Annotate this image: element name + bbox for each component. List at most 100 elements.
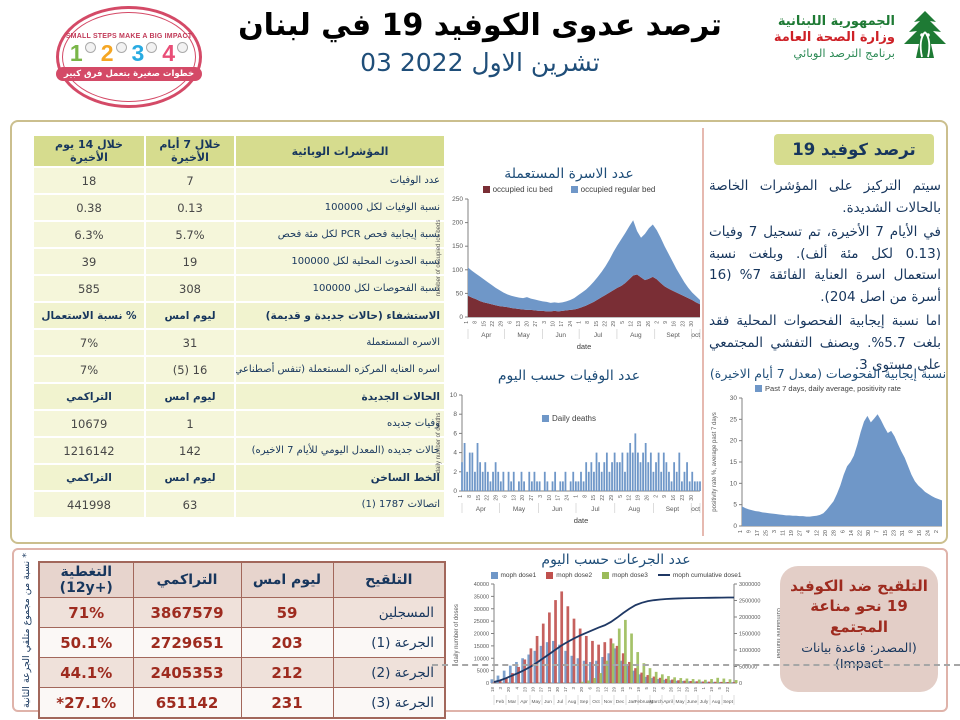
legend-label: Daily deaths <box>551 413 597 423</box>
svg-text:Aug: Aug <box>630 332 642 339</box>
positivity-chart-svg: 0 5 10 15 20 25 30 positivity rate %, average p… <box>712 395 942 536</box>
vaccination-table: التلقيح ليوم امس التراكمي التغطية (+12y)… <box>38 561 446 719</box>
summary-paragraph: اما نسبة إيجابية الفحصوات المحلية فقد بل… <box>709 313 941 373</box>
svg-text:13: 13 <box>511 495 517 501</box>
legend-label: moph cumulative dose1 <box>672 571 742 579</box>
svg-text:4: 4 <box>806 530 812 533</box>
svg-text:Apr: Apr <box>481 332 492 339</box>
svg-text:Sept: Sept <box>666 506 680 513</box>
vax-col-coverage: التغطية (+12y) <box>38 561 134 598</box>
svg-text:29: 29 <box>499 321 505 327</box>
svg-text:Sept: Sept <box>723 699 734 705</box>
svg-text:10: 10 <box>450 392 458 399</box>
svg-text:25000: 25000 <box>474 619 489 625</box>
svg-text:5: 5 <box>620 321 626 324</box>
vax-row-value: 59 <box>240 597 334 628</box>
epi-header-row: المؤشرات الوبائية خلال 7 أيام الأخيرة خل… <box>32 134 446 168</box>
svg-text:June: June <box>687 699 698 705</box>
svg-text:150: 150 <box>452 243 463 250</box>
svg-text:15: 15 <box>620 687 625 693</box>
svg-text:5: 5 <box>733 502 737 509</box>
svg-text:22: 22 <box>600 495 606 501</box>
epi-indicator-value: التراكمي <box>32 382 146 411</box>
svg-text:8: 8 <box>660 687 665 690</box>
svg-text:12: 12 <box>604 687 609 693</box>
svg-text:6: 6 <box>453 430 457 437</box>
svg-text:19: 19 <box>637 321 643 327</box>
svg-text:12: 12 <box>815 530 821 536</box>
svg-text:0: 0 <box>739 681 742 687</box>
vaccination-message-source: (المصدر: قاعدة بيانات Impact) <box>801 639 917 671</box>
epi-indicator-value: 31 <box>144 328 236 357</box>
daily-doses-chart: عدد الجرعات حسب اليوم moph dose1 moph dos… <box>450 552 782 713</box>
svg-text:8: 8 <box>473 321 479 324</box>
legend-label: Past 7 days, daily average, positivity r… <box>765 383 901 393</box>
svg-text:15: 15 <box>481 321 487 327</box>
vax-col-cumulative: التراكمي <box>132 561 242 598</box>
vax-header-row: التلقيح ليوم امس التراكمي التغطية (+12y) <box>38 561 446 598</box>
occupied-beds-chart: عدد الاسرة المستعملة occupied icu bed occ… <box>432 166 706 363</box>
epi-data-row: الاسره المستعملة 31 7% <box>32 328 446 357</box>
daily-doses-chart-svg: 0 5000 10000 15000 20000 25000 30000 35000 40000… <box>454 582 781 705</box>
svg-text:15: 15 <box>693 687 698 693</box>
svg-text:4: 4 <box>453 450 457 457</box>
epi-indicator-label: الاستشفاء (حالات جديدة و قديمة) <box>234 301 446 330</box>
epi-col-14days: خلال 14 يوم الأخيرة <box>32 134 146 168</box>
epi-data-row: عدد الوفيات 7 18 <box>32 166 446 195</box>
svg-text:26: 26 <box>646 321 652 327</box>
positivity-chart-title: نسبة إيجابية الفحوصات (معدل 7 أيام الاخي… <box>709 366 947 381</box>
svg-text:26: 26 <box>668 687 673 693</box>
legend-swatch <box>657 574 670 576</box>
svg-text:29: 29 <box>609 495 615 501</box>
vaccination-panel: * نسبة من مجموع متلقي الجرعة الثانية الت… <box>12 548 948 719</box>
svg-text:29: 29 <box>612 687 617 693</box>
svg-text:23: 23 <box>522 687 527 693</box>
epi-indicator-value: 441998 <box>32 490 146 519</box>
epi-indicator-value: 1 <box>144 409 236 438</box>
svg-text:35000: 35000 <box>474 594 489 600</box>
svg-text:29: 29 <box>611 321 617 327</box>
svg-text:27: 27 <box>798 530 804 536</box>
svg-text:1: 1 <box>701 687 706 690</box>
vax-row-label: الجرعة (2) <box>332 657 446 688</box>
svg-text:20: 20 <box>823 530 829 536</box>
svg-text:22: 22 <box>857 530 863 536</box>
svg-text:17: 17 <box>563 687 568 693</box>
vax-row-value: 2405353 <box>132 657 242 688</box>
svg-text:22: 22 <box>725 687 730 693</box>
svg-text:100: 100 <box>452 267 463 274</box>
svg-text:1: 1 <box>577 321 583 324</box>
stamp-digit: 3 <box>131 40 145 66</box>
vax-row-value: 50.1% <box>38 627 134 658</box>
legend-swatch <box>546 571 554 579</box>
svg-text:cumulative number: cumulative number <box>775 608 781 659</box>
svg-text:15: 15 <box>591 495 597 501</box>
svg-text:number of occupied icu beds: number of occupied icu beds <box>436 220 442 297</box>
svg-text:23: 23 <box>891 530 897 536</box>
svg-text:1500000: 1500000 <box>739 632 760 638</box>
epi-data-row: نسبة الوفيات لكل 100000 0.13 0.38 <box>32 193 446 222</box>
svg-text:April: April <box>663 699 673 705</box>
legend-swatch <box>482 185 490 193</box>
daily-doses-chart-title: عدد الجرعات حسب اليوم <box>541 552 691 568</box>
svg-text:February: February <box>634 699 654 705</box>
svg-text:9: 9 <box>663 321 669 324</box>
epi-col-indicator: المؤشرات الوبائية <box>234 134 446 168</box>
svg-text:Aug: Aug <box>712 699 721 705</box>
svg-text:30000: 30000 <box>474 607 489 613</box>
svg-text:30: 30 <box>689 321 695 327</box>
summary-paragraph: في الأيام 7 الأخيرة، تم تسجيل 7 وفيات (0… <box>709 223 941 306</box>
moph-line-ministry: وزارة الصحة العامة <box>773 29 895 45</box>
svg-text:10000: 10000 <box>474 656 489 662</box>
svg-text:17: 17 <box>559 321 565 327</box>
legend-label: moph dose1 <box>500 571 537 579</box>
svg-text:date: date <box>574 516 589 525</box>
legend-label: occupied regular bed <box>580 184 656 194</box>
svg-text:12: 12 <box>627 495 633 501</box>
svg-text:Jul: Jul <box>557 699 563 705</box>
epi-section-row: الخط الساخن ليوم امس التراكمي <box>32 463 446 492</box>
svg-text:5: 5 <box>644 687 649 690</box>
svg-text:3: 3 <box>498 687 503 690</box>
svg-text:40000: 40000 <box>474 582 489 588</box>
